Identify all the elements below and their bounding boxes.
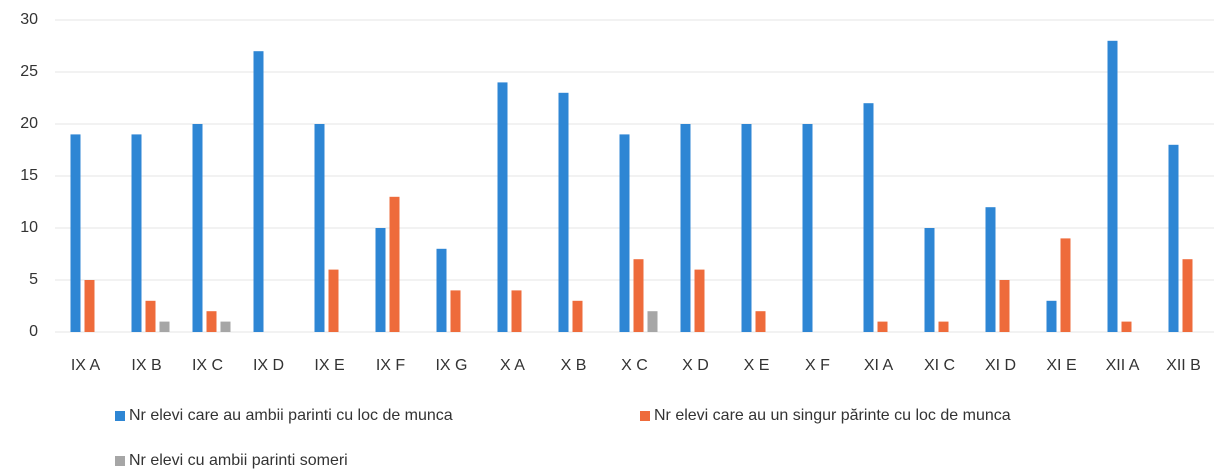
x-tick-label: XI D <box>985 357 1016 374</box>
bar <box>511 290 522 332</box>
bar <box>938 321 949 332</box>
bar <box>389 196 400 332</box>
x-tick-label: XII B <box>1166 357 1201 374</box>
y-tick-label: 25 <box>20 63 38 80</box>
bar <box>924 228 935 332</box>
x-tick-label: IX F <box>376 357 406 374</box>
x-tick-label: XII A <box>1106 357 1140 374</box>
bar <box>314 124 325 332</box>
x-tick-label: X C <box>621 357 648 374</box>
bar <box>1046 300 1057 332</box>
bar <box>497 82 508 333</box>
y-tick-label: 5 <box>29 271 38 288</box>
x-tick-label: IX D <box>253 357 284 374</box>
y-tick-label: 15 <box>20 167 38 184</box>
x-tick-label: X D <box>682 357 709 374</box>
bar <box>131 134 142 332</box>
legend-label: Nr elevi care au un singur părinte cu lo… <box>654 407 1011 424</box>
bar <box>999 280 1010 332</box>
y-tick-label: 30 <box>20 11 38 28</box>
bar <box>84 280 95 332</box>
bar <box>633 259 644 332</box>
bar <box>1107 40 1118 333</box>
x-tick-label: XI E <box>1046 357 1076 374</box>
bar <box>1121 321 1132 332</box>
bar <box>755 311 766 332</box>
x-tick-label: XI A <box>864 357 894 374</box>
legend-swatch <box>115 456 125 466</box>
y-tick-label: 10 <box>20 219 38 236</box>
bar <box>328 269 339 332</box>
x-tick-label: IX B <box>131 357 161 374</box>
x-tick-label: X B <box>561 357 587 374</box>
x-tick-label: IX C <box>192 357 223 374</box>
bar <box>694 269 705 332</box>
x-tick-label: X E <box>744 357 770 374</box>
x-tick-label: XI C <box>924 357 955 374</box>
bar <box>70 134 81 332</box>
x-tick-label: X F <box>805 357 830 374</box>
bar <box>1060 238 1071 332</box>
bar <box>253 51 264 332</box>
bar <box>647 311 658 332</box>
bar <box>192 124 203 332</box>
x-tick-label: IX G <box>435 357 467 374</box>
legend-swatch <box>115 411 125 421</box>
y-tick-label: 0 <box>29 323 38 340</box>
y-tick-label: 20 <box>20 115 38 132</box>
bar <box>159 321 170 332</box>
bar <box>802 124 813 332</box>
bar <box>206 311 217 332</box>
bar <box>741 124 752 332</box>
legend-label: Nr elevi care au ambii parinti cu loc de… <box>129 407 453 424</box>
bar <box>877 321 888 332</box>
bar <box>863 103 874 332</box>
legend-swatch <box>640 411 650 421</box>
bar <box>572 300 583 332</box>
bar <box>436 248 447 332</box>
bar <box>1182 259 1193 332</box>
bar <box>680 124 691 332</box>
bar <box>619 134 630 332</box>
x-tick-label: IX E <box>314 357 344 374</box>
x-tick-label: X A <box>500 357 525 374</box>
bar <box>1168 144 1179 332</box>
bar <box>558 92 569 332</box>
legend-label: Nr elevi cu ambii parinti someri <box>129 452 348 469</box>
bar <box>375 228 386 332</box>
bar <box>145 300 156 332</box>
bar <box>220 321 231 332</box>
bar <box>450 290 461 332</box>
x-tick-label: IX A <box>71 357 101 374</box>
bar <box>985 207 996 332</box>
